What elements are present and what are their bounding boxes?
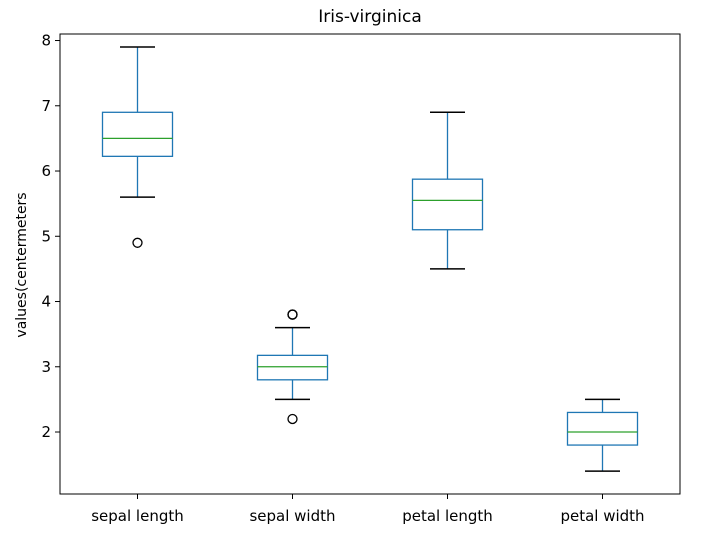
outlier-point: [287, 413, 298, 425]
x-tick-label: petal length: [402, 507, 493, 525]
box-group: [101, 46, 174, 248]
y-tick-label: 6: [41, 162, 51, 180]
y-tick-label: 4: [41, 293, 51, 311]
x-tick-label: petal width: [560, 507, 644, 525]
iqr-box: [411, 178, 484, 231]
axis-ticks: 2 3 4 5 6 7 8 sepal length sepal width petal leng…: [41, 32, 644, 525]
y-tick-label: 7: [41, 97, 51, 115]
y-tick-label: 8: [41, 32, 51, 50]
y-tick-label: 3: [41, 358, 51, 376]
box-group: [256, 309, 329, 425]
y-tick-label: 5: [41, 227, 51, 245]
iqr-box: [256, 354, 329, 381]
iqr-box: [101, 111, 174, 157]
x-tick-label: sepal length: [91, 507, 184, 525]
box-group: [566, 398, 639, 472]
outlier-point: [287, 309, 298, 320]
boxes-layer: [101, 46, 639, 472]
iqr-box: [566, 411, 639, 446]
y-tick-label: 2: [41, 423, 51, 441]
y-axis-label: values(centermeters: [14, 192, 30, 337]
x-tick-label: sepal width: [249, 507, 335, 525]
outlier-point: [132, 237, 143, 248]
box-group: [411, 111, 484, 270]
plot-frame: [59, 33, 681, 495]
chart-title: Iris-virginica: [318, 7, 422, 27]
